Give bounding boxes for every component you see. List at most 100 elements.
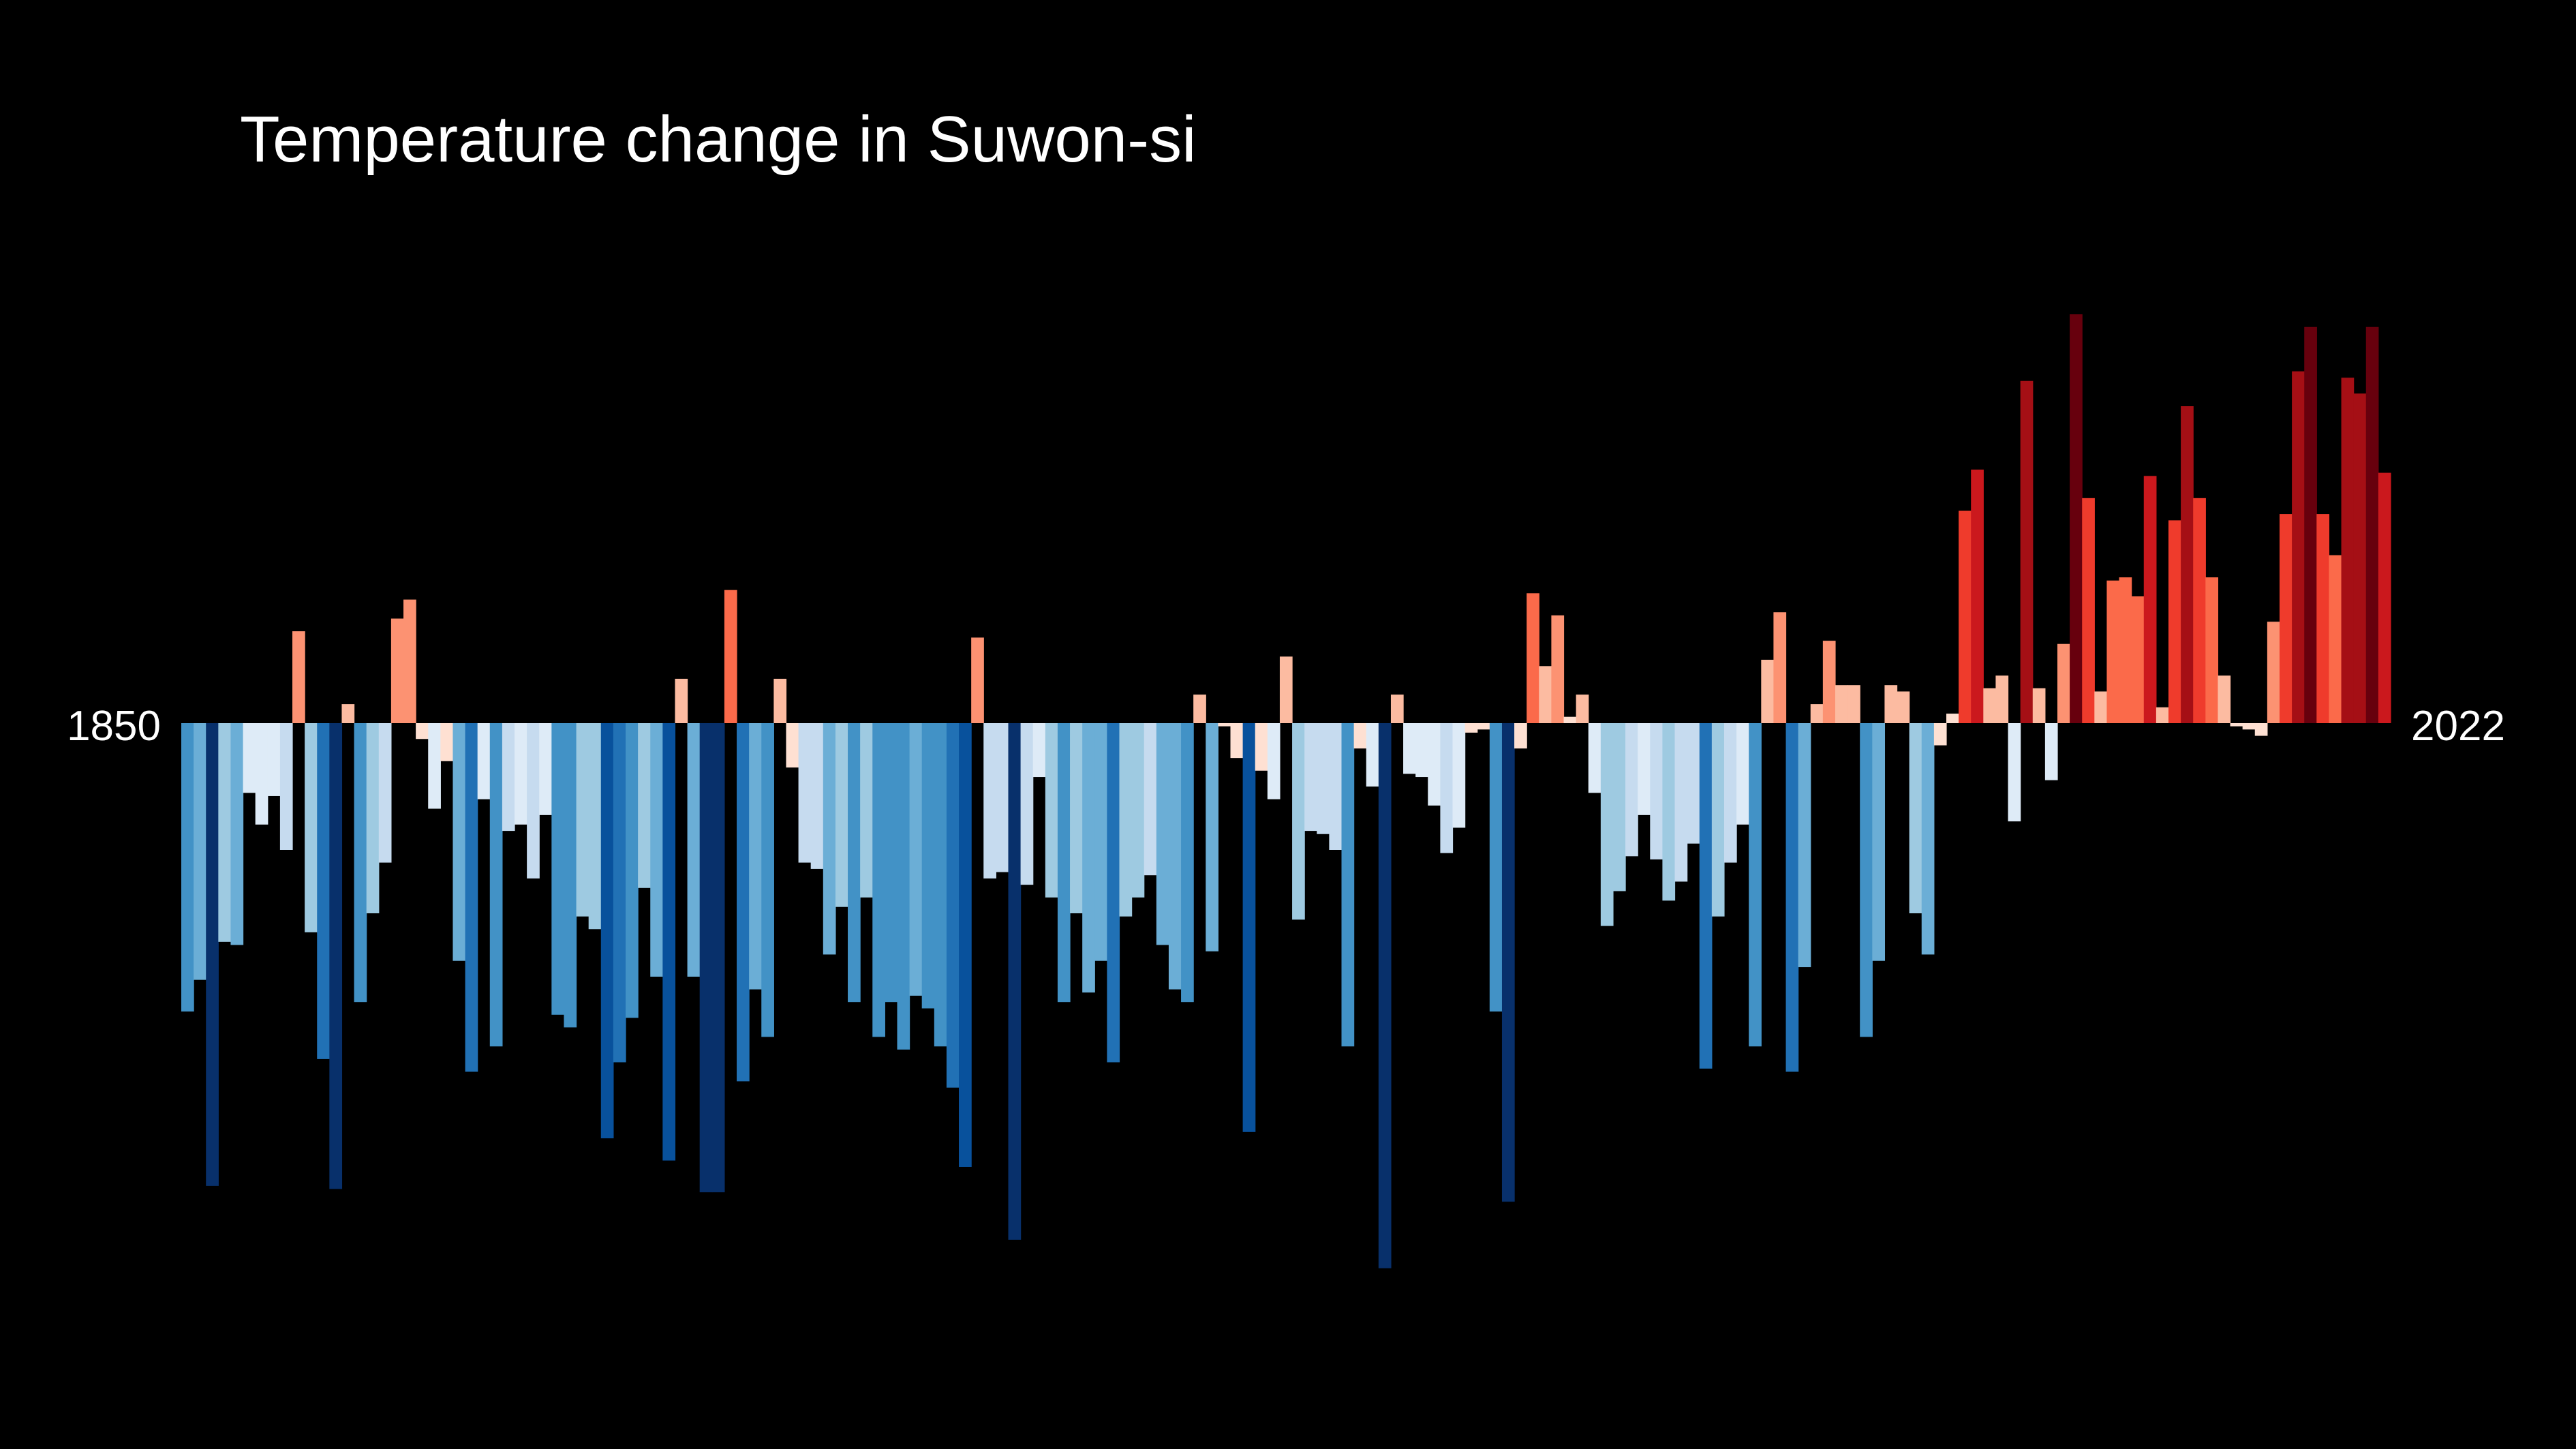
bar-1938 — [1267, 723, 1281, 799]
bar-2018 — [2254, 723, 2268, 736]
bar-1966 — [1612, 723, 1626, 891]
bar-1973 — [1699, 723, 1713, 1069]
bar-1868 — [403, 599, 416, 723]
bar-1893 — [711, 723, 725, 1193]
bar-1906 — [872, 723, 885, 1037]
bar-1974 — [1711, 723, 1725, 917]
bar-1860 — [305, 723, 318, 932]
bar-1939 — [1279, 656, 1293, 723]
bar-1930 — [1168, 723, 1182, 990]
bar-2013 — [2193, 498, 2206, 723]
bar-2022 — [2304, 326, 2317, 723]
bar-1871 — [440, 723, 454, 761]
bar-1896 — [749, 723, 762, 990]
bar-1850 — [181, 723, 194, 1012]
bar-1940 — [1292, 723, 1305, 920]
bar-2024 — [2329, 555, 2342, 723]
bar-1975 — [1723, 723, 1737, 863]
bar-1869 — [416, 723, 429, 739]
bar-1968 — [1638, 723, 1651, 815]
bar-1997 — [1995, 675, 2009, 723]
bars-group — [181, 314, 2391, 1268]
bar-1925 — [1107, 723, 1120, 1063]
bar-2003 — [2070, 314, 2083, 723]
bar-1998 — [2008, 723, 2021, 822]
bar-1865 — [366, 723, 380, 913]
bar-1947 — [1378, 723, 1392, 1268]
bar-1989 — [1897, 691, 1910, 723]
bar-1867 — [390, 618, 404, 723]
bar-1937 — [1255, 723, 1268, 771]
bar-1887 — [638, 723, 651, 888]
bar-1956 — [1489, 723, 1503, 1012]
bar-1904 — [848, 723, 861, 1003]
bar-2023 — [2316, 514, 2330, 723]
bar-1978 — [1761, 660, 1775, 723]
bar-2001 — [2044, 723, 2058, 780]
bar-1993 — [1946, 714, 1959, 723]
bar-1965 — [1600, 723, 1614, 926]
bar-1855 — [243, 723, 256, 793]
bar-1910 — [921, 723, 935, 1009]
bar-2027 — [2365, 326, 2379, 723]
bar-1935 — [1230, 723, 1244, 759]
bar-1908 — [897, 723, 910, 1050]
bar-1882 — [576, 723, 589, 917]
bar-1926 — [1119, 723, 1133, 917]
bar-1921 — [1057, 723, 1071, 1003]
bar-1907 — [885, 723, 898, 1003]
bar-1875 — [489, 723, 503, 1047]
bar-2028 — [2378, 472, 2391, 723]
bar-1932 — [1193, 695, 1206, 723]
bar-1899 — [786, 723, 799, 768]
bar-1976 — [1736, 723, 1749, 825]
bar-1853 — [218, 723, 232, 942]
bar-1992 — [1933, 723, 1947, 746]
bar-1862 — [329, 723, 343, 1189]
bar-1955 — [1477, 723, 1490, 730]
end-year-label: 2022 — [2411, 703, 2505, 750]
bar-1945 — [1353, 723, 1367, 749]
bar-1874 — [477, 723, 491, 799]
bar-1917 — [1008, 723, 1022, 1240]
bar-1986 — [1860, 723, 1873, 1037]
bar-1934 — [1218, 723, 1231, 727]
bar-1886 — [626, 723, 639, 1018]
bar-1962 — [1563, 716, 1577, 723]
bar-1922 — [1070, 723, 1083, 913]
bar-1933 — [1206, 723, 1218, 951]
bar-1888 — [650, 723, 663, 977]
bar-1859 — [292, 631, 305, 723]
bar-1936 — [1242, 723, 1256, 1132]
bar-2017 — [2242, 723, 2256, 730]
bar-1942 — [1317, 723, 1330, 834]
bar-1854 — [230, 723, 244, 945]
bar-1858 — [279, 723, 293, 850]
bar-1881 — [564, 723, 577, 1028]
bar-1967 — [1625, 723, 1638, 857]
bar-1977 — [1749, 723, 1762, 1047]
bar-1944 — [1341, 723, 1355, 1047]
bar-1980 — [1785, 723, 1799, 1072]
chart-title: Temperature change in Suwon-si — [240, 103, 1197, 176]
bar-2000 — [2032, 688, 2046, 723]
bar-2006 — [2106, 580, 2120, 723]
start-year-label: 1850 — [67, 703, 161, 750]
bar-2016 — [2230, 723, 2243, 727]
bar-2025 — [2341, 378, 2355, 723]
bar-1999 — [2020, 380, 2034, 723]
bar-1891 — [687, 723, 701, 977]
bar-1920 — [1045, 723, 1058, 898]
bar-1863 — [341, 704, 355, 723]
bar-1924 — [1094, 723, 1107, 961]
bar-1900 — [798, 723, 812, 863]
bar-1879 — [539, 723, 552, 815]
bar-1959 — [1527, 593, 1539, 723]
bar-2010 — [2156, 707, 2169, 723]
bar-2007 — [2119, 577, 2132, 723]
bar-1861 — [317, 723, 330, 1059]
bar-2002 — [2057, 643, 2070, 723]
bar-1982 — [1810, 704, 1824, 723]
bar-1915 — [983, 723, 996, 879]
bar-1913 — [959, 723, 972, 1167]
